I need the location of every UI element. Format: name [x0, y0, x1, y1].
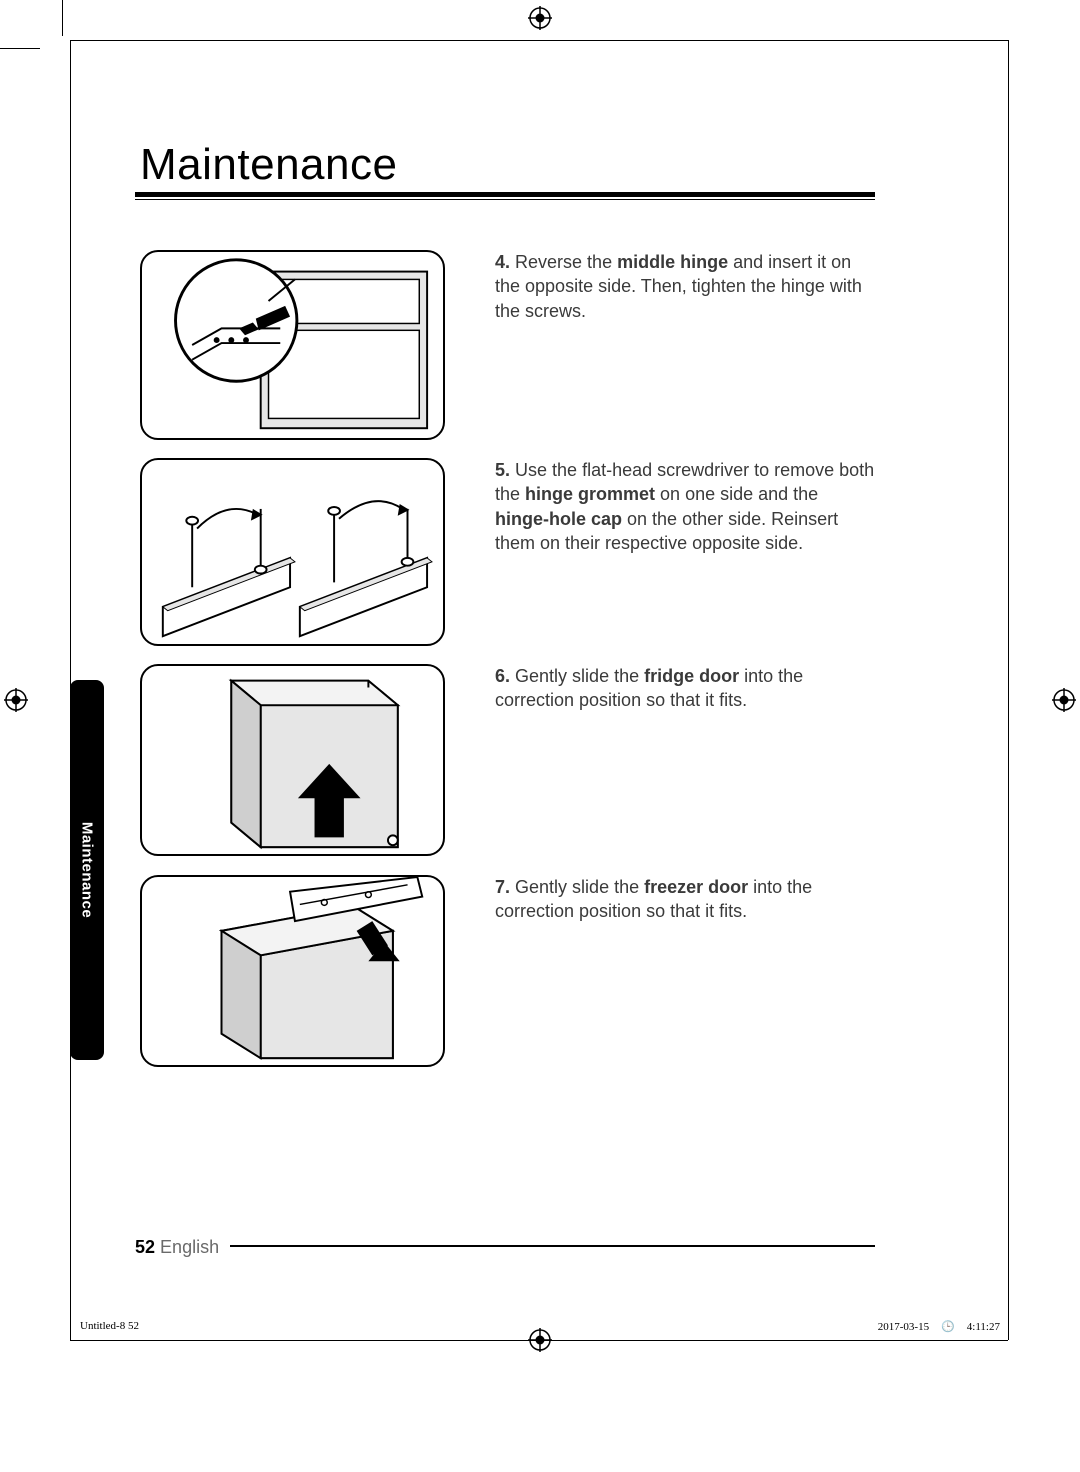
page-title: Maintenance — [140, 140, 397, 190]
print-meta-date: 2017-03-15 — [878, 1321, 929, 1333]
crop-mark — [0, 48, 40, 49]
step-number: 6. — [495, 666, 510, 686]
step-text: 7. Gently slide the freezer door into th… — [495, 875, 875, 924]
print-meta-timestamp: 2017-03-15 🕒 4:11:27 — [878, 1320, 1000, 1333]
print-meta-filename: Untitled-8 52 — [80, 1320, 139, 1332]
section-tab: Maintenance — [70, 680, 104, 1060]
crop-mark — [62, 0, 63, 36]
print-meta-time: 4:11:27 — [967, 1321, 1000, 1333]
footer-rule — [230, 1245, 875, 1247]
page-language: English — [160, 1237, 219, 1257]
step-illustration — [140, 875, 445, 1067]
step-bold: freezer door — [644, 877, 748, 897]
step-bold: middle hinge — [617, 252, 728, 272]
page-frame — [70, 40, 1008, 41]
title-underline-thin — [135, 199, 875, 200]
step-mid: on one side and the — [655, 484, 818, 504]
step-illustration — [140, 458, 445, 646]
fridge-door-slide-icon — [142, 666, 443, 854]
step-number: 7. — [495, 877, 510, 897]
step-number: 4. — [495, 252, 510, 272]
section-tab-label: Maintenance — [79, 822, 96, 918]
step-pre: Gently slide the — [515, 666, 644, 686]
freezer-door-slide-icon — [142, 877, 443, 1065]
step-bold: hinge grommet — [525, 484, 655, 504]
title-underline — [135, 192, 875, 197]
step-number: 5. — [495, 460, 510, 480]
step-text: 5. Use the flat-head screwdriver to remo… — [495, 458, 875, 555]
step-pre: Reverse the — [515, 252, 617, 272]
step-text: 6. Gently slide the fridge door into the… — [495, 664, 875, 713]
step-illustration — [140, 250, 445, 440]
step-illustration — [140, 664, 445, 856]
step-row: 7. Gently slide the freezer door into th… — [140, 875, 875, 1067]
step-bold: fridge door — [644, 666, 739, 686]
page-footer: 52 English — [135, 1237, 219, 1258]
print-meta-glyph: 🕒 — [941, 1320, 955, 1333]
registration-mark-top — [528, 6, 552, 30]
page-frame — [1008, 40, 1009, 1340]
step-row: 6. Gently slide the fridge door into the… — [140, 664, 875, 856]
step-row: 5. Use the flat-head screwdriver to remo… — [140, 458, 875, 646]
step-text: 4. Reverse the middle hinge and insert i… — [495, 250, 875, 323]
registration-mark-right — [1052, 688, 1076, 712]
registration-mark-left — [4, 688, 28, 712]
page-frame — [70, 1340, 1008, 1341]
grommet-swap-icon — [142, 460, 443, 644]
hinge-reverse-icon — [142, 252, 443, 438]
step-row: 4. Reverse the middle hinge and insert i… — [140, 250, 875, 440]
page-number: 52 — [135, 1237, 155, 1257]
step-bold2: hinge-hole cap — [495, 509, 622, 529]
step-pre: Gently slide the — [515, 877, 644, 897]
